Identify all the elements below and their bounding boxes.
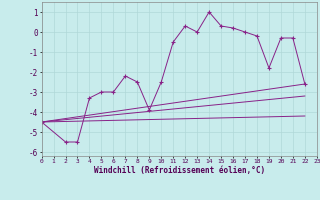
X-axis label: Windchill (Refroidissement éolien,°C): Windchill (Refroidissement éolien,°C) [94,166,265,175]
